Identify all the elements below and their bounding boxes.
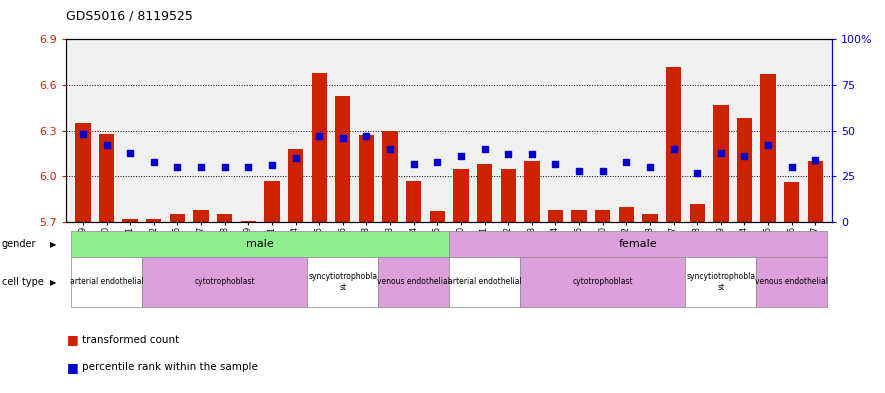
Point xyxy=(194,164,208,171)
Point xyxy=(383,146,397,152)
Text: gender: gender xyxy=(2,239,36,250)
Bar xyxy=(358,135,374,222)
Point xyxy=(572,168,586,174)
Bar xyxy=(685,257,757,307)
Bar xyxy=(75,123,90,222)
Bar xyxy=(453,169,469,222)
Bar xyxy=(122,219,138,222)
Bar xyxy=(241,220,256,222)
Bar xyxy=(524,161,540,222)
Text: arterial endothelial: arterial endothelial xyxy=(448,277,521,286)
Text: ■: ■ xyxy=(66,333,78,347)
Bar xyxy=(450,231,827,257)
Point xyxy=(737,153,751,160)
Text: cell type: cell type xyxy=(2,277,43,287)
Point xyxy=(99,142,113,149)
Point xyxy=(596,168,610,174)
Text: cytotrophoblast: cytotrophoblast xyxy=(573,277,633,286)
Bar xyxy=(572,210,587,222)
Text: ▶: ▶ xyxy=(50,240,57,249)
Bar xyxy=(307,257,378,307)
Point xyxy=(123,149,137,156)
Bar xyxy=(193,210,209,222)
Text: female: female xyxy=(619,239,658,249)
Bar xyxy=(737,119,752,222)
Point xyxy=(478,146,492,152)
Point xyxy=(785,164,799,171)
Bar xyxy=(217,215,233,222)
Bar xyxy=(643,215,658,222)
Bar xyxy=(312,73,327,222)
Bar xyxy=(784,182,799,222)
Bar xyxy=(378,257,450,307)
Bar xyxy=(382,131,397,222)
Text: venous endothelial: venous endothelial xyxy=(755,277,828,286)
Bar xyxy=(548,210,563,222)
Text: transformed count: transformed count xyxy=(82,335,180,345)
Point xyxy=(170,164,184,171)
Bar xyxy=(429,211,445,222)
Text: ▶: ▶ xyxy=(50,278,57,286)
Bar xyxy=(265,181,280,222)
Text: GDS5016 / 8119525: GDS5016 / 8119525 xyxy=(66,10,193,23)
Bar xyxy=(501,169,516,222)
Bar xyxy=(477,164,492,222)
Bar xyxy=(619,207,634,222)
Point xyxy=(761,142,775,149)
Text: male: male xyxy=(246,239,274,249)
Point xyxy=(359,133,373,139)
Point xyxy=(242,164,256,171)
Point xyxy=(714,149,728,156)
Text: arterial endothelial: arterial endothelial xyxy=(70,277,143,286)
Bar xyxy=(170,215,185,222)
Bar xyxy=(595,210,611,222)
Bar xyxy=(335,95,350,222)
Text: syncytiotrophobla
st: syncytiotrophobla st xyxy=(686,272,756,292)
Point xyxy=(406,160,420,167)
Point xyxy=(218,164,232,171)
Point xyxy=(454,153,468,160)
Bar xyxy=(520,257,685,307)
Point xyxy=(525,151,539,158)
Point xyxy=(690,169,704,176)
Text: percentile rank within the sample: percentile rank within the sample xyxy=(82,362,258,373)
Bar xyxy=(760,74,776,222)
Bar xyxy=(757,257,827,307)
Point xyxy=(501,151,515,158)
Point xyxy=(666,146,681,152)
Point xyxy=(430,159,444,165)
Bar xyxy=(146,219,161,222)
Point xyxy=(620,159,634,165)
Point xyxy=(549,160,563,167)
Text: ■: ■ xyxy=(66,361,78,374)
Bar xyxy=(689,204,705,222)
Point xyxy=(265,162,279,169)
Text: cytotrophoblast: cytotrophoblast xyxy=(195,277,255,286)
Point xyxy=(808,157,822,163)
Bar xyxy=(99,134,114,222)
Bar xyxy=(713,105,728,222)
Bar xyxy=(666,67,681,222)
Point xyxy=(289,155,303,161)
Bar xyxy=(288,149,304,222)
Text: venous endothelial: venous endothelial xyxy=(377,277,450,286)
Point xyxy=(312,133,327,139)
Bar xyxy=(71,257,142,307)
Point xyxy=(335,135,350,141)
Point xyxy=(76,131,90,138)
Point xyxy=(147,159,161,165)
Bar xyxy=(808,161,823,222)
Bar xyxy=(142,257,307,307)
Bar xyxy=(71,231,450,257)
Bar xyxy=(406,181,421,222)
Point xyxy=(643,164,657,171)
Bar xyxy=(450,257,520,307)
Text: syncytiotrophobla
st: syncytiotrophobla st xyxy=(308,272,377,292)
